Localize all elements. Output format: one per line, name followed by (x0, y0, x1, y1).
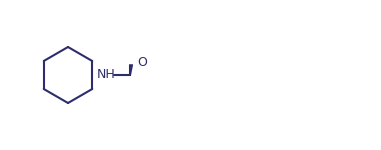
Text: O: O (137, 57, 147, 69)
Text: NH: NH (97, 69, 115, 81)
